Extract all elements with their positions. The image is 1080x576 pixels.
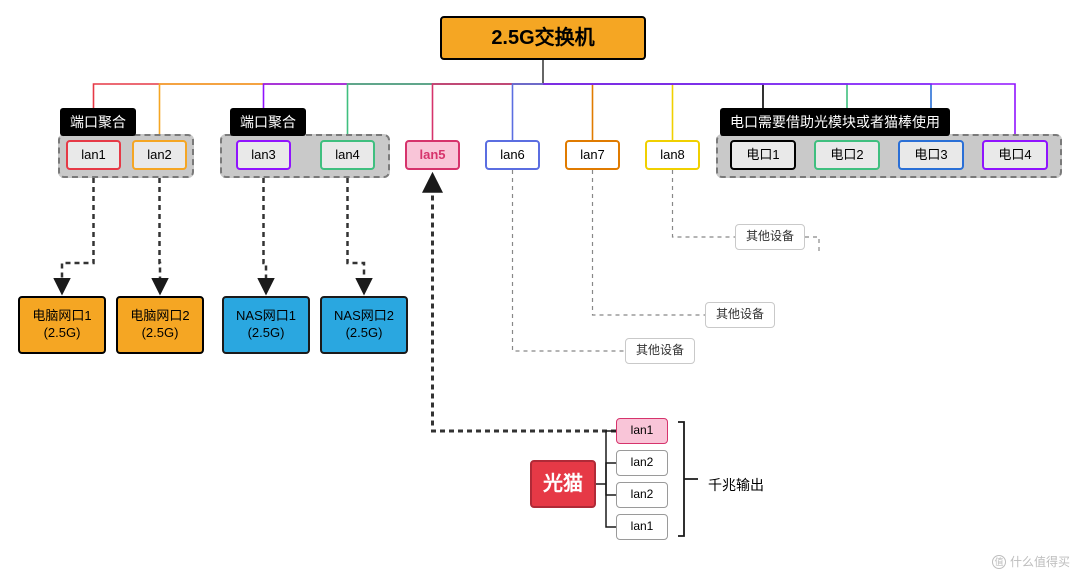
modem-port-2: lan2 [616, 482, 668, 508]
port-e3: 电口3 [898, 140, 964, 170]
group-label-chip: 电口需要借助光模块或者猫棒使用 [720, 108, 950, 136]
other-device: 其他设备 [705, 302, 775, 328]
port-lan3: lan3 [236, 140, 291, 170]
port-lan5: lan5 [405, 140, 460, 170]
port-lan1: lan1 [66, 140, 121, 170]
port-e4: 电口4 [982, 140, 1048, 170]
device-nas2: NAS网口2 (2.5G) [320, 296, 408, 354]
port-lan4: lan4 [320, 140, 375, 170]
port-e1: 电口1 [730, 140, 796, 170]
modem-port-3: lan1 [616, 514, 668, 540]
port-e2: 电口2 [814, 140, 880, 170]
port-lan6: lan6 [485, 140, 540, 170]
port-lan2: lan2 [132, 140, 187, 170]
port-lan8: lan8 [645, 140, 700, 170]
device-pc2: 电脑网口2 (2.5G) [116, 296, 204, 354]
modem-port-0: lan1 [616, 418, 668, 444]
modem-output-label: 千兆输出 [708, 476, 764, 494]
other-device: 其他设备 [625, 338, 695, 364]
modem-port-1: lan2 [616, 450, 668, 476]
switch-node: 2.5G交换机 [440, 16, 646, 60]
port-lan7: lan7 [565, 140, 620, 170]
device-pc1: 电脑网口1 (2.5G) [18, 296, 106, 354]
other-device: 其他设备 [735, 224, 805, 250]
watermark: 值什么值得买 [992, 553, 1070, 570]
group-label-chip: 端口聚合 [60, 108, 136, 136]
device-nas1: NAS网口1 (2.5G) [222, 296, 310, 354]
group-label-chip: 端口聚合 [230, 108, 306, 136]
modem-node: 光猫 [530, 460, 596, 508]
